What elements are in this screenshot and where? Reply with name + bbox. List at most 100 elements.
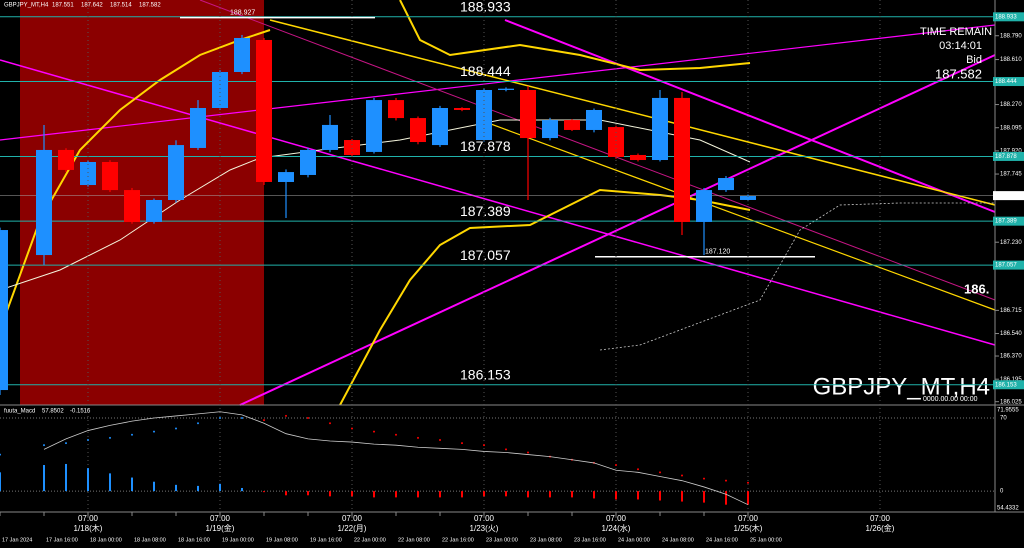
level-tag	[993, 151, 1024, 161]
day-date: 1/23(火)	[470, 524, 499, 533]
candle-body	[36, 149, 52, 256]
x-tick-label: 23 Jan 00:00	[486, 537, 518, 543]
macd-signal-dot	[175, 427, 177, 430]
x-tick-label: 22 Jan 08:00	[398, 537, 430, 543]
macd-signal-dot	[461, 442, 463, 445]
candle-body	[718, 178, 734, 191]
y-tick-label: 188.270	[1000, 102, 1022, 108]
macd-signal-dot	[725, 479, 727, 482]
y-tick-label: 188.610	[1000, 57, 1022, 63]
moving-average	[399, 0, 751, 72]
y-tick-label: 186.540	[1000, 331, 1022, 337]
macd-signal-dot	[0, 453, 1, 456]
trend-line	[199, 0, 996, 301]
x-tick-label: 19 Jan 16:00	[310, 537, 342, 543]
x-tick-label: 18 Jan 16:00	[178, 537, 210, 543]
macd-signal-dot	[439, 438, 441, 441]
day-date: 1/24(水)	[602, 523, 631, 533]
bid-tag	[993, 191, 1024, 201]
day-date: 1/18(木)	[74, 523, 103, 533]
candle-body	[322, 124, 338, 150]
macd-signal-dot	[109, 436, 111, 439]
candle-body	[740, 196, 756, 200]
macd-bar	[131, 477, 133, 492]
macd-signal-dot	[505, 448, 507, 451]
macd-bar	[527, 491, 529, 498]
ohlc-value: 187.551	[52, 3, 74, 9]
x-tick-label: 17 Jan 2024	[2, 537, 32, 543]
y-tick-label: 186.370	[1000, 354, 1022, 360]
macd-bar	[175, 484, 177, 492]
level-tag	[993, 260, 1024, 270]
day-time: 07:00	[738, 514, 759, 523]
macd-signal-dot	[351, 427, 353, 430]
macd-scale-bottom: 54.4332	[997, 506, 1019, 512]
y-tick-label: 186.195	[1000, 377, 1022, 383]
level-label: 188.933	[460, 0, 511, 15]
macd-line	[43, 411, 749, 506]
macd-signal-dot	[241, 417, 243, 420]
macd-bar	[417, 491, 419, 498]
annotation-label: 188.927	[230, 9, 255, 16]
day-time: 07:00	[210, 514, 231, 523]
macd-bar	[0, 472, 1, 492]
cloud-line	[599, 202, 995, 351]
macd-bar	[747, 491, 749, 505]
bid-value: 187.582	[935, 66, 982, 81]
watermark: GBPJPY_MT,H4	[813, 373, 990, 400]
macd-bar	[593, 491, 595, 499]
candle-body	[168, 145, 184, 200]
macd-signal-dot	[637, 468, 639, 471]
macd-reading: -0.1516	[70, 409, 91, 415]
macd-signal-dot	[197, 422, 199, 425]
level-tag-label: 188.933	[995, 14, 1017, 20]
level-tag-label: 186.153	[995, 382, 1017, 388]
macd-signal-dot	[219, 417, 221, 420]
candle-body	[498, 88, 514, 90]
macd-signal-dot	[395, 433, 397, 436]
candle-body	[234, 37, 250, 72]
ohlc-value: 187.582	[139, 3, 161, 9]
candle-body	[102, 162, 118, 191]
macd-bar	[373, 491, 375, 498]
macd-signal-dot	[417, 436, 419, 439]
macd-signal-dot	[703, 477, 705, 480]
day-time: 07:00	[78, 514, 99, 523]
level-label: 188.444	[460, 63, 511, 79]
ohlc-value: 187.514	[110, 3, 132, 9]
time-remain: 03:14:01	[939, 40, 982, 52]
day-time: 07:00	[474, 514, 495, 523]
x-tick-label: 18 Jan 00:00	[90, 537, 122, 543]
trend-line	[239, 54, 996, 406]
y-tick-label: 186.715	[1000, 308, 1022, 314]
y-tick-label: 187.920	[1000, 148, 1022, 154]
candle-body	[278, 172, 294, 182]
macd-bar	[571, 491, 573, 498]
candle-body	[476, 90, 492, 141]
macd-bar	[109, 473, 111, 492]
macd-bar	[241, 487, 243, 492]
level-tag	[993, 380, 1024, 390]
candle-body	[256, 39, 272, 182]
day-date: 1/26(金)	[866, 523, 895, 533]
trend-line	[0, 24, 996, 141]
day-time: 07:00	[870, 514, 891, 523]
x-tick-label: 23 Jan 08:00	[530, 537, 562, 543]
day-time: 07:00	[606, 514, 627, 523]
macd-bar	[285, 491, 287, 496]
level-label: 187.389	[460, 203, 511, 219]
candle-body	[0, 230, 8, 391]
macd-signal-dot	[373, 430, 375, 433]
macd-signal-dot	[747, 481, 749, 484]
candle-body	[608, 127, 624, 157]
macd-signal-dot	[527, 451, 529, 454]
y-tick-label: 187.745	[1000, 172, 1022, 178]
macd-signal-dot	[285, 414, 287, 417]
candle-body	[300, 149, 316, 175]
x-tick-label: 19 Jan 00:00	[222, 537, 254, 543]
macd-bar	[483, 491, 485, 497]
macd-reading: 57.8502	[42, 409, 64, 415]
macd-signal-dot	[659, 471, 661, 474]
x-tick-label: 24 Jan 08:00	[662, 537, 694, 543]
macd-bar	[395, 491, 397, 498]
